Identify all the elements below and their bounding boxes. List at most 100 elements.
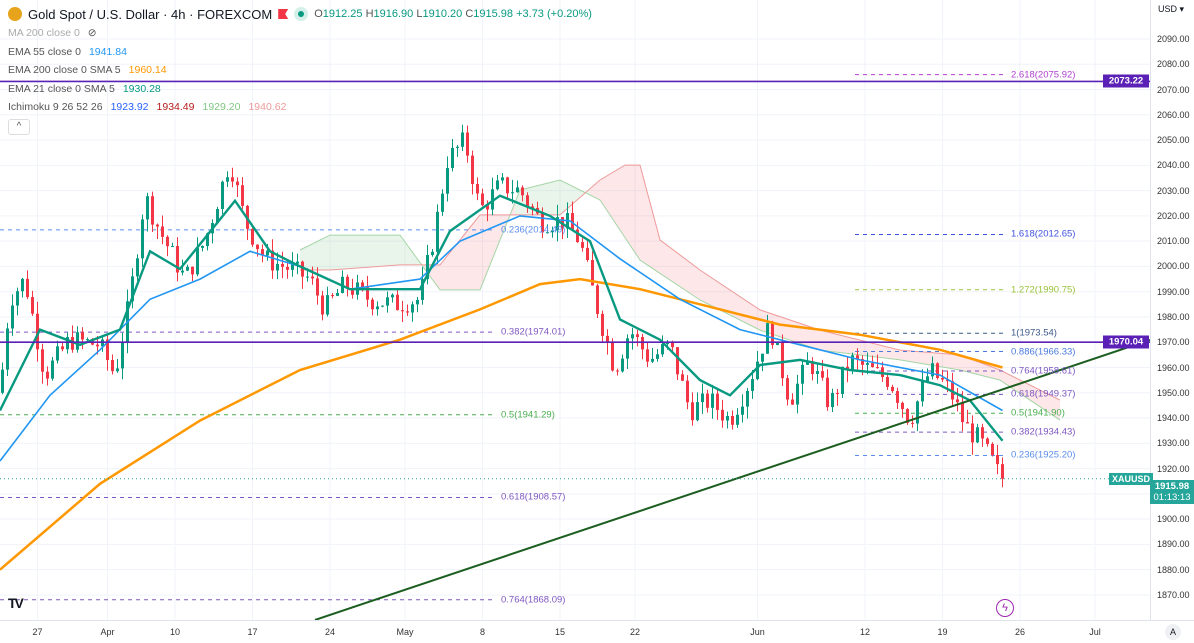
ichimoku-cloud-segment (550, 181, 555, 215)
candle-body (456, 146, 459, 148)
fib-level-label: 1(1973.54) (1011, 327, 1057, 339)
candle-body (451, 147, 454, 169)
flag-icon[interactable] (278, 9, 289, 19)
ichimoku-cloud-segment (750, 303, 755, 328)
ichimoku-cloud-segment (775, 314, 780, 337)
indicator-row[interactable]: EMA 200 close 0 SMA 5 1960.14 (8, 61, 592, 80)
price-axis[interactable]: USD ▾ 2090.00 2080.00 2070.00 2060.00 2050.0… (1150, 0, 1194, 620)
candle-body (811, 361, 814, 375)
indicator-row[interactable]: EMA 21 close 0 SMA 5 1930.28 (8, 80, 592, 99)
ichimoku-cloud-segment (520, 188, 525, 215)
price-chart[interactable] (0, 0, 1150, 620)
candle-body (201, 246, 204, 248)
ichimoku-cloud-segment (665, 243, 670, 281)
ichimoku-cloud-segment (740, 296, 745, 323)
ichimoku-cloud-segment (1040, 390, 1045, 411)
candle-body (636, 334, 639, 338)
candle-body (21, 278, 24, 292)
candle-body (76, 332, 79, 350)
candle-body (266, 250, 269, 256)
indicator-row[interactable]: Ichimoku 9 26 52 26 1923.92 1934.49 1929.20… (8, 98, 592, 117)
ichimoku-cloud-segment (595, 180, 600, 200)
fib-level-label: 0.886(1966.33) (1011, 346, 1076, 357)
indicator-row[interactable]: MA 200 close 0 ⊘ (8, 24, 592, 43)
collapse-legend-button[interactable]: ^ (8, 118, 30, 135)
price-tick: 2030.00 (1157, 185, 1190, 196)
ichimoku-cloud-segment (320, 237, 325, 270)
ichimoku-cloud-segment (480, 214, 485, 290)
candle-body (6, 328, 9, 370)
hidden-eye-icon[interactable]: ⊘ (87, 27, 97, 40)
ichimoku-cloud-segment (890, 347, 895, 360)
candle-body (896, 391, 899, 403)
symbol-header[interactable]: Gold Spot / U.S. Dollar · 4h · FOREXCOM … (8, 4, 592, 24)
ichimoku-cloud-segment (605, 174, 610, 216)
ichimoku-cloud-segment (685, 258, 690, 294)
fib-level-label: 2.618(2075.92) (1011, 69, 1076, 81)
candle-body (776, 341, 779, 345)
candle-body (441, 193, 444, 212)
candle-body (406, 311, 409, 313)
candle-body (296, 261, 299, 264)
ichimoku-cloud-segment (990, 366, 995, 379)
time-tick: Jul (1089, 627, 1101, 637)
ichimoku-cloud-segment (465, 227, 470, 290)
candle-body (261, 249, 264, 256)
candle-body (86, 339, 89, 341)
candle-body (731, 415, 734, 425)
ichimoku-cloud-segment (340, 235, 345, 270)
ichimoku-cloud-segment (970, 358, 975, 374)
ichimoku-cloud-segment (925, 352, 930, 365)
ichimoku-cloud-segment (1030, 385, 1035, 404)
indicator-row[interactable]: EMA 55 close 0 1941.84 (8, 43, 592, 62)
lightning-icon[interactable]: ϟ (996, 599, 1014, 617)
candle-body (276, 263, 279, 271)
currency-selector[interactable]: USD ▾ (1158, 4, 1185, 14)
candle-body (781, 341, 784, 379)
ichimoku-cloud-segment (675, 251, 680, 287)
ichimoku-cloud-segment (660, 239, 665, 277)
candle-body (526, 195, 529, 207)
auto-scale-button[interactable]: A (1165, 624, 1181, 640)
symbol-title: Gold Spot / U.S. Dollar · 4h · FOREXCOM (28, 6, 273, 22)
candle-body (206, 233, 209, 247)
candle-body (826, 377, 829, 408)
chart-legend: Gold Spot / U.S. Dollar · 4h · FOREXCOM … (8, 4, 592, 135)
candle-body (336, 292, 339, 296)
price-tick: 2060.00 (1157, 109, 1190, 120)
ichimoku-cloud-segment (875, 343, 880, 358)
candle-body (996, 455, 999, 465)
last-price: 1915.98 (1154, 480, 1190, 492)
ichimoku-cloud-segment (535, 185, 540, 215)
candle-body (761, 353, 764, 362)
fib-level-label: 0.236(1925.20) (1011, 449, 1076, 461)
candle-body (611, 342, 614, 371)
candle-body (236, 181, 239, 186)
candle-body (701, 393, 704, 403)
candle-body (831, 392, 834, 408)
ichimoku-cloud-segment (460, 233, 465, 290)
time-axis[interactable]: 27 Apr 10 17 24 May 8 15 22 Jun 12 19 26 Jul A (0, 620, 1194, 643)
fib-level-label: 0.382(1934.43) (1011, 426, 1076, 438)
ichimoku-cloud-segment (400, 235, 405, 265)
price-tick: 2070.00 (1157, 84, 1190, 95)
candle-body (486, 205, 489, 210)
candle-body (51, 360, 54, 379)
candle-body (716, 393, 719, 410)
candle-body (616, 370, 619, 372)
ichimoku-cloud-segment (380, 235, 385, 267)
candle-body (81, 332, 84, 340)
candle-body (321, 295, 324, 315)
candle-body (446, 168, 449, 194)
candle-body (641, 337, 644, 350)
ichimoku-cloud-segment (910, 350, 915, 363)
candle-body (256, 244, 259, 250)
candle-body (511, 192, 514, 194)
ichimoku-cloud-segment (885, 346, 890, 359)
time-tick: 10 (169, 627, 181, 637)
candle-body (326, 295, 329, 315)
candle-body (376, 306, 379, 310)
tradingview-logo-icon[interactable]: TV (8, 595, 24, 611)
candle-body (906, 409, 909, 423)
candle-body (431, 251, 434, 256)
